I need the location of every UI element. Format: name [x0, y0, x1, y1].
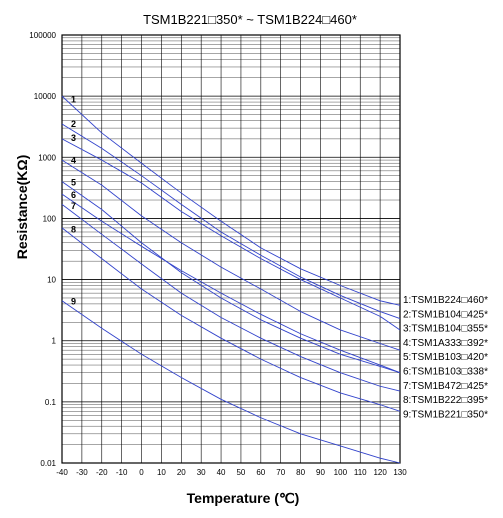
y-tick-label: 100: [43, 214, 57, 223]
series-line-6: [61, 193, 401, 374]
curve-number-label: 8: [71, 225, 76, 235]
legend-entry: 9:TSM1B221□350*: [403, 409, 488, 420]
series-line-3: [61, 138, 401, 331]
curve-number-label: 6: [71, 190, 76, 200]
y-tick-label: 0.1: [45, 398, 57, 407]
series-line-5: [61, 181, 401, 374]
legend-entry: 1:TSM1B224□460*: [403, 295, 488, 306]
x-tick-label: -10: [116, 468, 128, 477]
series-line-9: [61, 300, 401, 464]
y-tick-label: 10: [47, 276, 56, 285]
x-tick-label: 110: [354, 468, 367, 477]
x-tick-label: 80: [296, 468, 305, 477]
curve-number-label: 9: [71, 297, 76, 307]
x-tick-label: 50: [236, 468, 245, 477]
legend-entry: 6:TSM1B103□338*: [403, 367, 488, 378]
y-tick-label: 10000: [34, 92, 57, 101]
x-tick-label: -30: [76, 468, 88, 477]
x-tick-label: 10: [157, 468, 166, 477]
series-line-7: [61, 203, 401, 392]
legend-entry: 5:TSM1B103□420*: [403, 352, 488, 363]
plot-area: [61, 34, 401, 464]
x-tick-label: 130: [393, 468, 407, 477]
curve-number-label: 3: [71, 133, 76, 143]
y-tick-label: 1: [52, 337, 57, 346]
curve-number-label: 7: [71, 201, 76, 211]
x-tick-label: 70: [276, 468, 285, 477]
series-line-4: [61, 159, 401, 351]
x-tick-label: 60: [256, 468, 265, 477]
curve-number-label: 5: [71, 178, 76, 188]
x-tick-label: 30: [197, 468, 206, 477]
y-tick-label: 1000: [38, 153, 56, 162]
x-tick-label: -40: [56, 468, 68, 477]
curve-number-label: 4: [71, 155, 76, 165]
x-tick-label: 120: [373, 468, 387, 477]
series-line-2: [61, 123, 401, 320]
chart-title: TSM1B221□350* ~ TSM1B224□460*: [143, 12, 357, 27]
y-axis-label: Resistance(KΩ): [14, 155, 30, 260]
legend-entry: 3:TSM1B104□355*: [403, 324, 488, 335]
y-tick-label: 0.01: [40, 459, 56, 468]
x-tick-label: 100: [334, 468, 348, 477]
x-tick-label: 90: [316, 468, 325, 477]
legend-entry: 4:TSM1A333□392*: [403, 338, 488, 349]
series-line-1: [61, 95, 401, 306]
y-tick-label: 100000: [29, 31, 56, 40]
legend-entry: 8:TSM1B222□395*: [403, 395, 488, 406]
curve-number-label: 2: [71, 119, 76, 129]
x-tick-label: 0: [139, 468, 144, 477]
x-tick-label: -20: [96, 468, 108, 477]
series-line-8: [61, 227, 401, 412]
x-tick-label: 20: [177, 468, 186, 477]
legend-entry: 7:TSM1B472□425*: [403, 381, 488, 392]
x-axis-label: Temperature (℃): [187, 490, 300, 506]
legend-entry: 2:TSM1B104□425*: [403, 309, 488, 320]
curve-number-label: 1: [71, 94, 76, 104]
x-tick-label: 40: [217, 468, 226, 477]
